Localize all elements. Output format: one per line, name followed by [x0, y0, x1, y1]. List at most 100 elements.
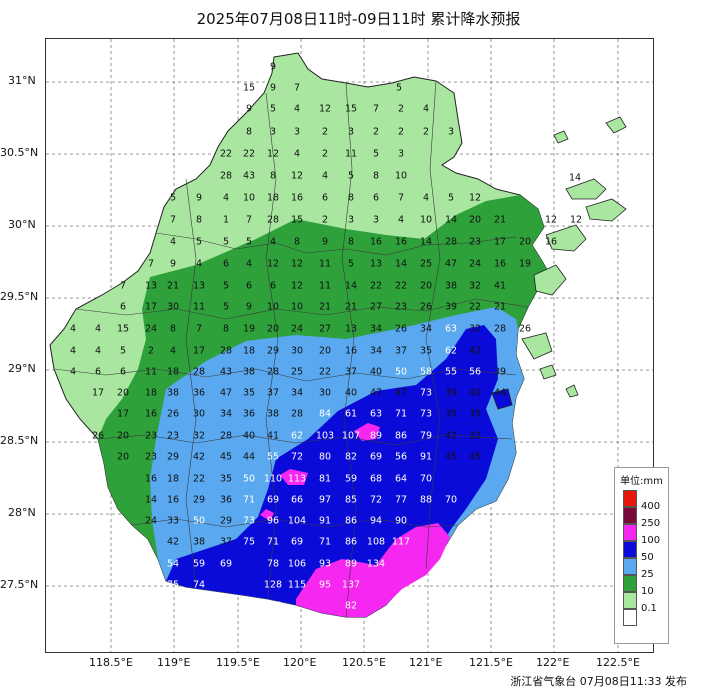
station-value: 62	[445, 346, 457, 357]
station-value: 81	[319, 474, 331, 485]
station-value: 73	[243, 516, 255, 527]
station-value: 63	[445, 324, 457, 335]
station-value: 4	[423, 193, 429, 204]
station-value: 16	[167, 495, 179, 506]
station-value: 36	[220, 495, 232, 506]
station-value: 86	[395, 431, 407, 442]
station-value: 9	[170, 259, 176, 270]
station-value: 2	[148, 346, 154, 357]
zone-magenta-1	[296, 523, 450, 617]
station-value: 29	[167, 452, 179, 463]
station-value: 59	[345, 474, 357, 485]
station-value: 37	[395, 346, 407, 357]
station-value: 34	[420, 324, 432, 335]
station-value: 69	[220, 559, 232, 570]
station-value: 11	[145, 367, 157, 378]
station-value: 30	[193, 409, 205, 420]
station-value: 104	[288, 516, 306, 527]
station-value: 35	[445, 409, 457, 420]
station-value: 21	[494, 215, 506, 226]
station-value: 63	[370, 409, 382, 420]
station-value: 6	[223, 259, 229, 270]
station-value: 20	[469, 215, 481, 226]
station-value: 47	[370, 388, 382, 399]
station-value: 10	[267, 302, 279, 313]
station-value: 71	[395, 409, 407, 420]
station-value: 62	[291, 431, 303, 442]
station-value: 4	[270, 237, 276, 248]
station-value: 69	[267, 495, 279, 506]
station-value: 22	[193, 474, 205, 485]
station-value: 44	[494, 388, 506, 399]
station-value: 38	[167, 388, 179, 399]
legend-label: 100	[641, 535, 661, 546]
station-value: 56	[395, 452, 407, 463]
station-value: 2	[322, 127, 328, 138]
legend-title: 单位:mm	[620, 476, 663, 487]
station-value: 117	[392, 537, 410, 548]
station-value: 17	[92, 388, 104, 399]
station-value: 12	[545, 215, 557, 226]
station-value: 13	[370, 259, 382, 270]
station-value: 32	[469, 281, 481, 292]
station-value: 5	[120, 346, 126, 357]
lat-label: 28°N	[8, 506, 36, 519]
station-value: 6	[95, 367, 101, 378]
station-value: 17	[145, 302, 157, 313]
legend-label: 0.1	[641, 603, 657, 614]
lon-label: 119.5°E	[216, 656, 260, 669]
station-value: 22	[319, 367, 331, 378]
station-value: 18	[243, 346, 255, 357]
legend-label: 10	[641, 586, 654, 597]
station-value: 40	[370, 367, 382, 378]
station-value: 30	[319, 388, 331, 399]
map-frame: 9 15 9 7 5 9 5 4 12 15 7 2 4 8 3 3 2 3 2 2 2 3 22 22 12 4 2 11 5 3 28 4…	[45, 38, 654, 653]
station-value: 107	[342, 431, 360, 442]
zone-magenta-2	[354, 423, 380, 441]
station-value: 21	[494, 302, 506, 313]
station-value: 50	[193, 516, 205, 527]
station-value: 20	[420, 281, 432, 292]
station-value: 3	[348, 127, 354, 138]
station-value: 38	[445, 281, 457, 292]
station-value: 5	[348, 259, 354, 270]
station-value: 128	[264, 580, 282, 591]
station-value: 34	[220, 409, 232, 420]
station-value: 40	[345, 388, 357, 399]
station-value: 22	[469, 302, 481, 313]
station-value: 70	[445, 495, 457, 506]
station-value: 29	[267, 346, 279, 357]
station-value: 64	[395, 474, 407, 485]
station-value: 11	[319, 281, 331, 292]
station-value: 5	[373, 149, 379, 160]
station-value: 69	[291, 537, 303, 548]
station-value: 88	[420, 495, 432, 506]
station-value: 91	[420, 452, 432, 463]
station-value: 96	[267, 516, 279, 527]
station-value: 18	[167, 474, 179, 485]
zone-magenta-3	[280, 469, 308, 485]
station-value: 30	[167, 302, 179, 313]
station-value: 4	[322, 171, 328, 182]
station-value: 4	[70, 346, 76, 357]
station-value: 97	[319, 495, 331, 506]
station-value: 72	[370, 495, 382, 506]
station-value: 6	[373, 193, 379, 204]
station-value: 17	[193, 346, 205, 357]
station-value: 55	[267, 452, 279, 463]
station-value: 17	[494, 237, 506, 248]
station-value: 72	[291, 452, 303, 463]
station-value: 11	[345, 149, 357, 160]
station-value: 32	[193, 431, 205, 442]
station-value: 10	[243, 193, 255, 204]
station-value: 14	[445, 215, 457, 226]
station-value: 32	[469, 431, 481, 442]
station-value: 82	[345, 452, 357, 463]
station-value: 22	[220, 149, 232, 160]
legend-swatch	[623, 541, 637, 558]
lat-label: 27.5°N	[0, 578, 39, 591]
station-value: 8	[196, 215, 202, 226]
station-value: 26	[167, 409, 179, 420]
station-value: 74	[193, 580, 205, 591]
station-value: 56	[469, 367, 481, 378]
